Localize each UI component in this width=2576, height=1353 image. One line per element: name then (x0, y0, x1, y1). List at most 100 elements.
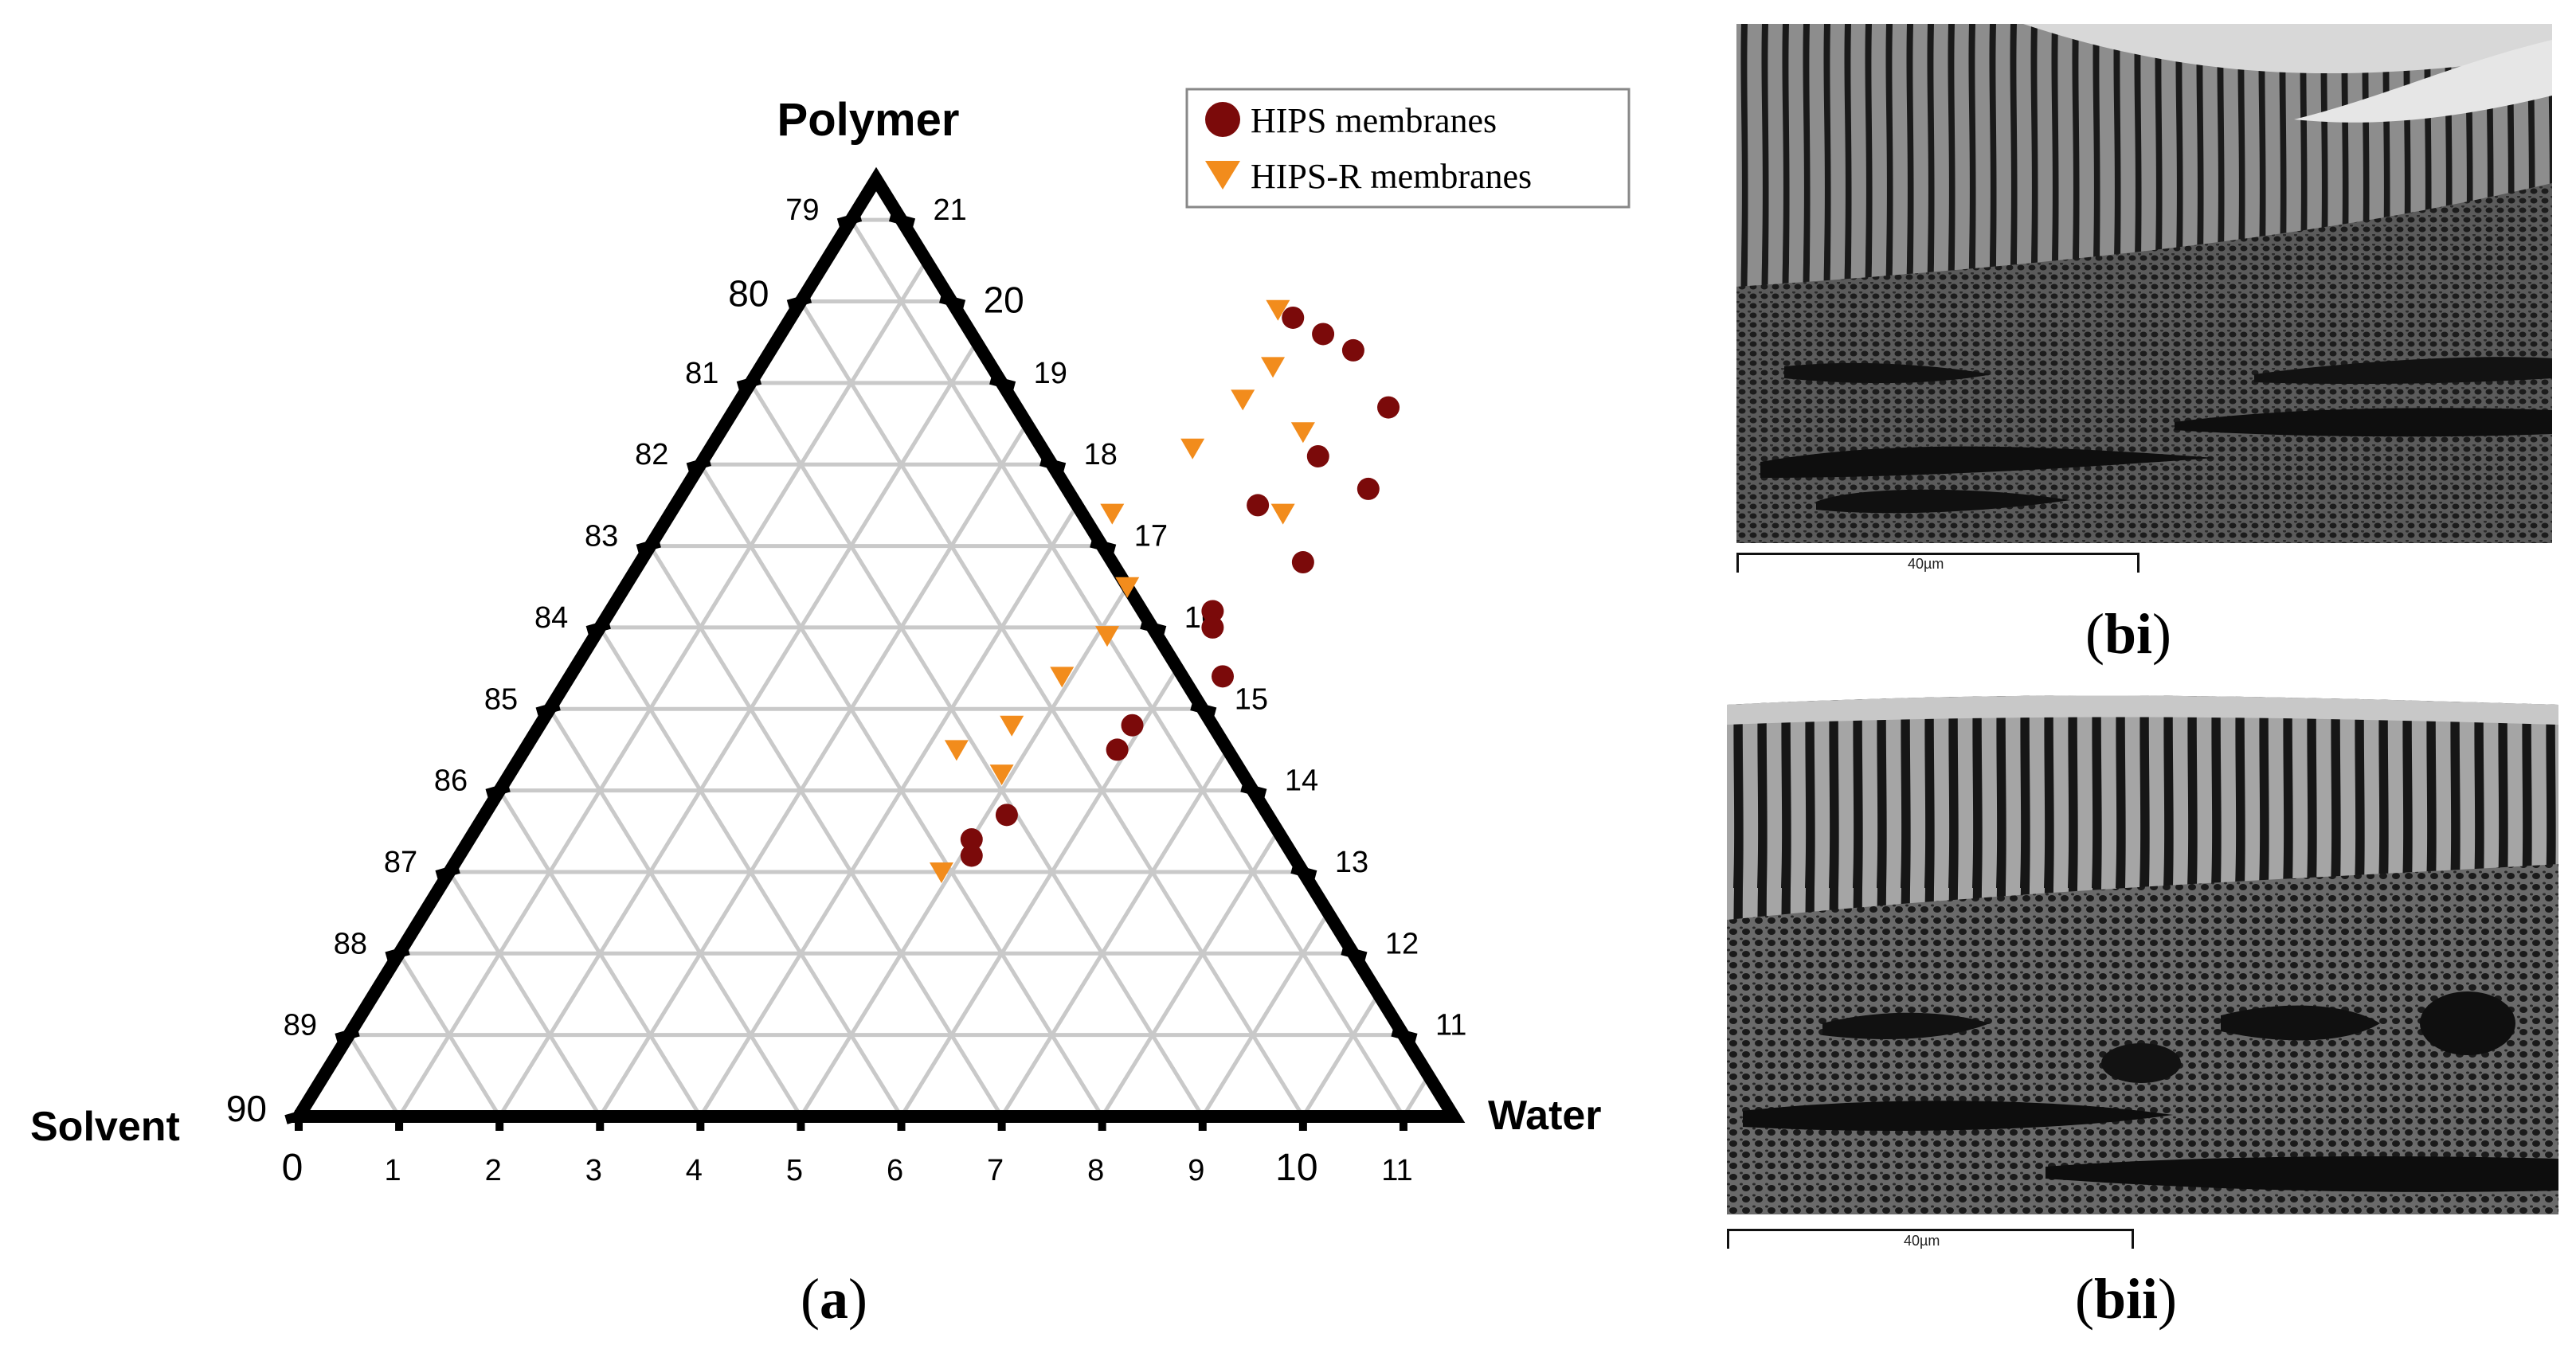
panel-caption-a: (a) (801, 1267, 867, 1331)
legend: HIPS membranes HIPS-R membranes (1185, 88, 1631, 209)
grid-line (598, 626, 903, 1118)
hips-point (1377, 396, 1400, 419)
legend-marker-hips-r (1205, 161, 1240, 190)
left-tick-mark (585, 620, 611, 635)
hips-point (1306, 444, 1329, 467)
left-tick-mark (736, 375, 762, 391)
sem-micrograph-bii (1727, 681, 2558, 1222)
hips-r-point (1050, 667, 1075, 688)
hips-point (1106, 738, 1129, 761)
hips-point (1121, 714, 1144, 737)
bottom-tick-label: 1 (385, 1154, 401, 1187)
right-tick-label: 13 (1335, 846, 1368, 879)
ternary-axes (287, 166, 1466, 1123)
left-tick-label: 90 (226, 1088, 267, 1129)
hips-point (1201, 616, 1224, 639)
grid-line (1301, 993, 1380, 1118)
grid-line (548, 707, 803, 1118)
left-tick-mark (335, 1026, 360, 1043)
hips-r-point (929, 862, 953, 883)
right-tick-label: 21 (934, 194, 967, 227)
sem-image-bii (1727, 681, 2558, 1222)
sem-micrograph-bi (1736, 24, 2552, 549)
hips-r-point (1231, 389, 1255, 411)
hips-point (1291, 551, 1314, 574)
bottom-tick-label: 8 (1087, 1154, 1104, 1187)
left-tick-mark (786, 293, 812, 310)
right-tick-mark (1290, 864, 1317, 880)
grid-line (1000, 749, 1230, 1118)
right-tick-mark (1039, 456, 1067, 473)
bottom-tick-label: 5 (786, 1154, 803, 1187)
legend-label-hips-r: HIPS-R membranes (1251, 157, 1532, 196)
scale-bar-bi (1736, 553, 2139, 573)
right-tick-label: 20 (984, 280, 1024, 321)
hips-point (1357, 477, 1380, 500)
right-tick-label: 11 (1435, 1009, 1466, 1042)
legend-box (1185, 88, 1631, 209)
scale-label-bi: 40µm (1908, 556, 1944, 572)
ternary-ticks: 0 1 2 3 4 5 6 7 8 9 10 1190898887868584838281807911… (226, 194, 1467, 1189)
hips-point (995, 804, 1018, 827)
grid-line (498, 789, 703, 1118)
left-tick-mark (485, 782, 511, 799)
grid-line (346, 1034, 401, 1118)
hips-point (1247, 494, 1270, 517)
hips-point (1201, 600, 1224, 623)
hips-r-point (989, 764, 1014, 786)
right-tick-mark (1190, 701, 1217, 718)
vertex-label-polymer: Polymer (777, 94, 960, 146)
grid-line (699, 463, 1104, 1118)
right-tick-label: 15 (1235, 682, 1268, 716)
hips-point (1212, 665, 1234, 688)
grid-line (498, 341, 979, 1118)
panel-caption-bii: (bii) (2075, 1267, 2178, 1331)
left-tick-label: 85 (484, 682, 518, 716)
left-tick-label: 83 (585, 520, 618, 553)
right-tick-mark (1391, 1026, 1418, 1043)
triangle-frame (287, 166, 1466, 1123)
right-tick-mark (1240, 782, 1267, 799)
bottom-tick-label: 0 (282, 1147, 303, 1189)
hips-r-point (1000, 715, 1024, 737)
hips-r-point (1180, 438, 1205, 459)
left-tick-mark (535, 701, 561, 718)
legend-marker-hips (1205, 102, 1240, 137)
right-tick-label: 17 (1134, 520, 1168, 553)
left-tick-label: 87 (384, 846, 417, 879)
hips-r-point (1115, 577, 1140, 598)
data-points (929, 299, 1400, 883)
hips-r-point (1100, 503, 1125, 525)
bottom-tick-label: 6 (887, 1154, 903, 1187)
grid-line (1200, 911, 1330, 1118)
hips-point (1312, 323, 1335, 346)
grid-line (1401, 1074, 1431, 1118)
grid-line (899, 667, 1180, 1118)
right-tick-label: 18 (1084, 438, 1118, 471)
right-tick-label: 19 (1034, 357, 1067, 390)
hips-point (960, 844, 983, 867)
left-tick-label: 88 (334, 927, 367, 960)
left-tick-label: 84 (534, 601, 568, 635)
right-tick-mark (888, 212, 916, 228)
bottom-tick-label: 10 (1275, 1147, 1317, 1189)
right-tick-mark (1341, 945, 1368, 962)
grid-line (749, 381, 1204, 1118)
left-tick-mark (636, 538, 661, 554)
bottom-tick-label: 7 (987, 1154, 1004, 1187)
right-tick-label: 12 (1385, 927, 1419, 960)
grid-line (648, 545, 1004, 1118)
grid-line (598, 422, 1029, 1118)
grid-line (397, 952, 502, 1118)
bottom-tick-label: 2 (485, 1154, 502, 1187)
grid-line (699, 504, 1079, 1118)
hips-r-point (944, 740, 969, 761)
scale-label-bii: 40µm (1904, 1233, 1940, 1249)
left-tick-label: 86 (434, 764, 468, 798)
hips-r-point (1290, 422, 1315, 444)
bottom-tick-label: 3 (585, 1154, 602, 1187)
hips-point (1282, 306, 1305, 329)
sem-image-bi (1736, 24, 2552, 549)
grid-line (448, 870, 602, 1118)
right-tick-mark (989, 375, 1016, 391)
